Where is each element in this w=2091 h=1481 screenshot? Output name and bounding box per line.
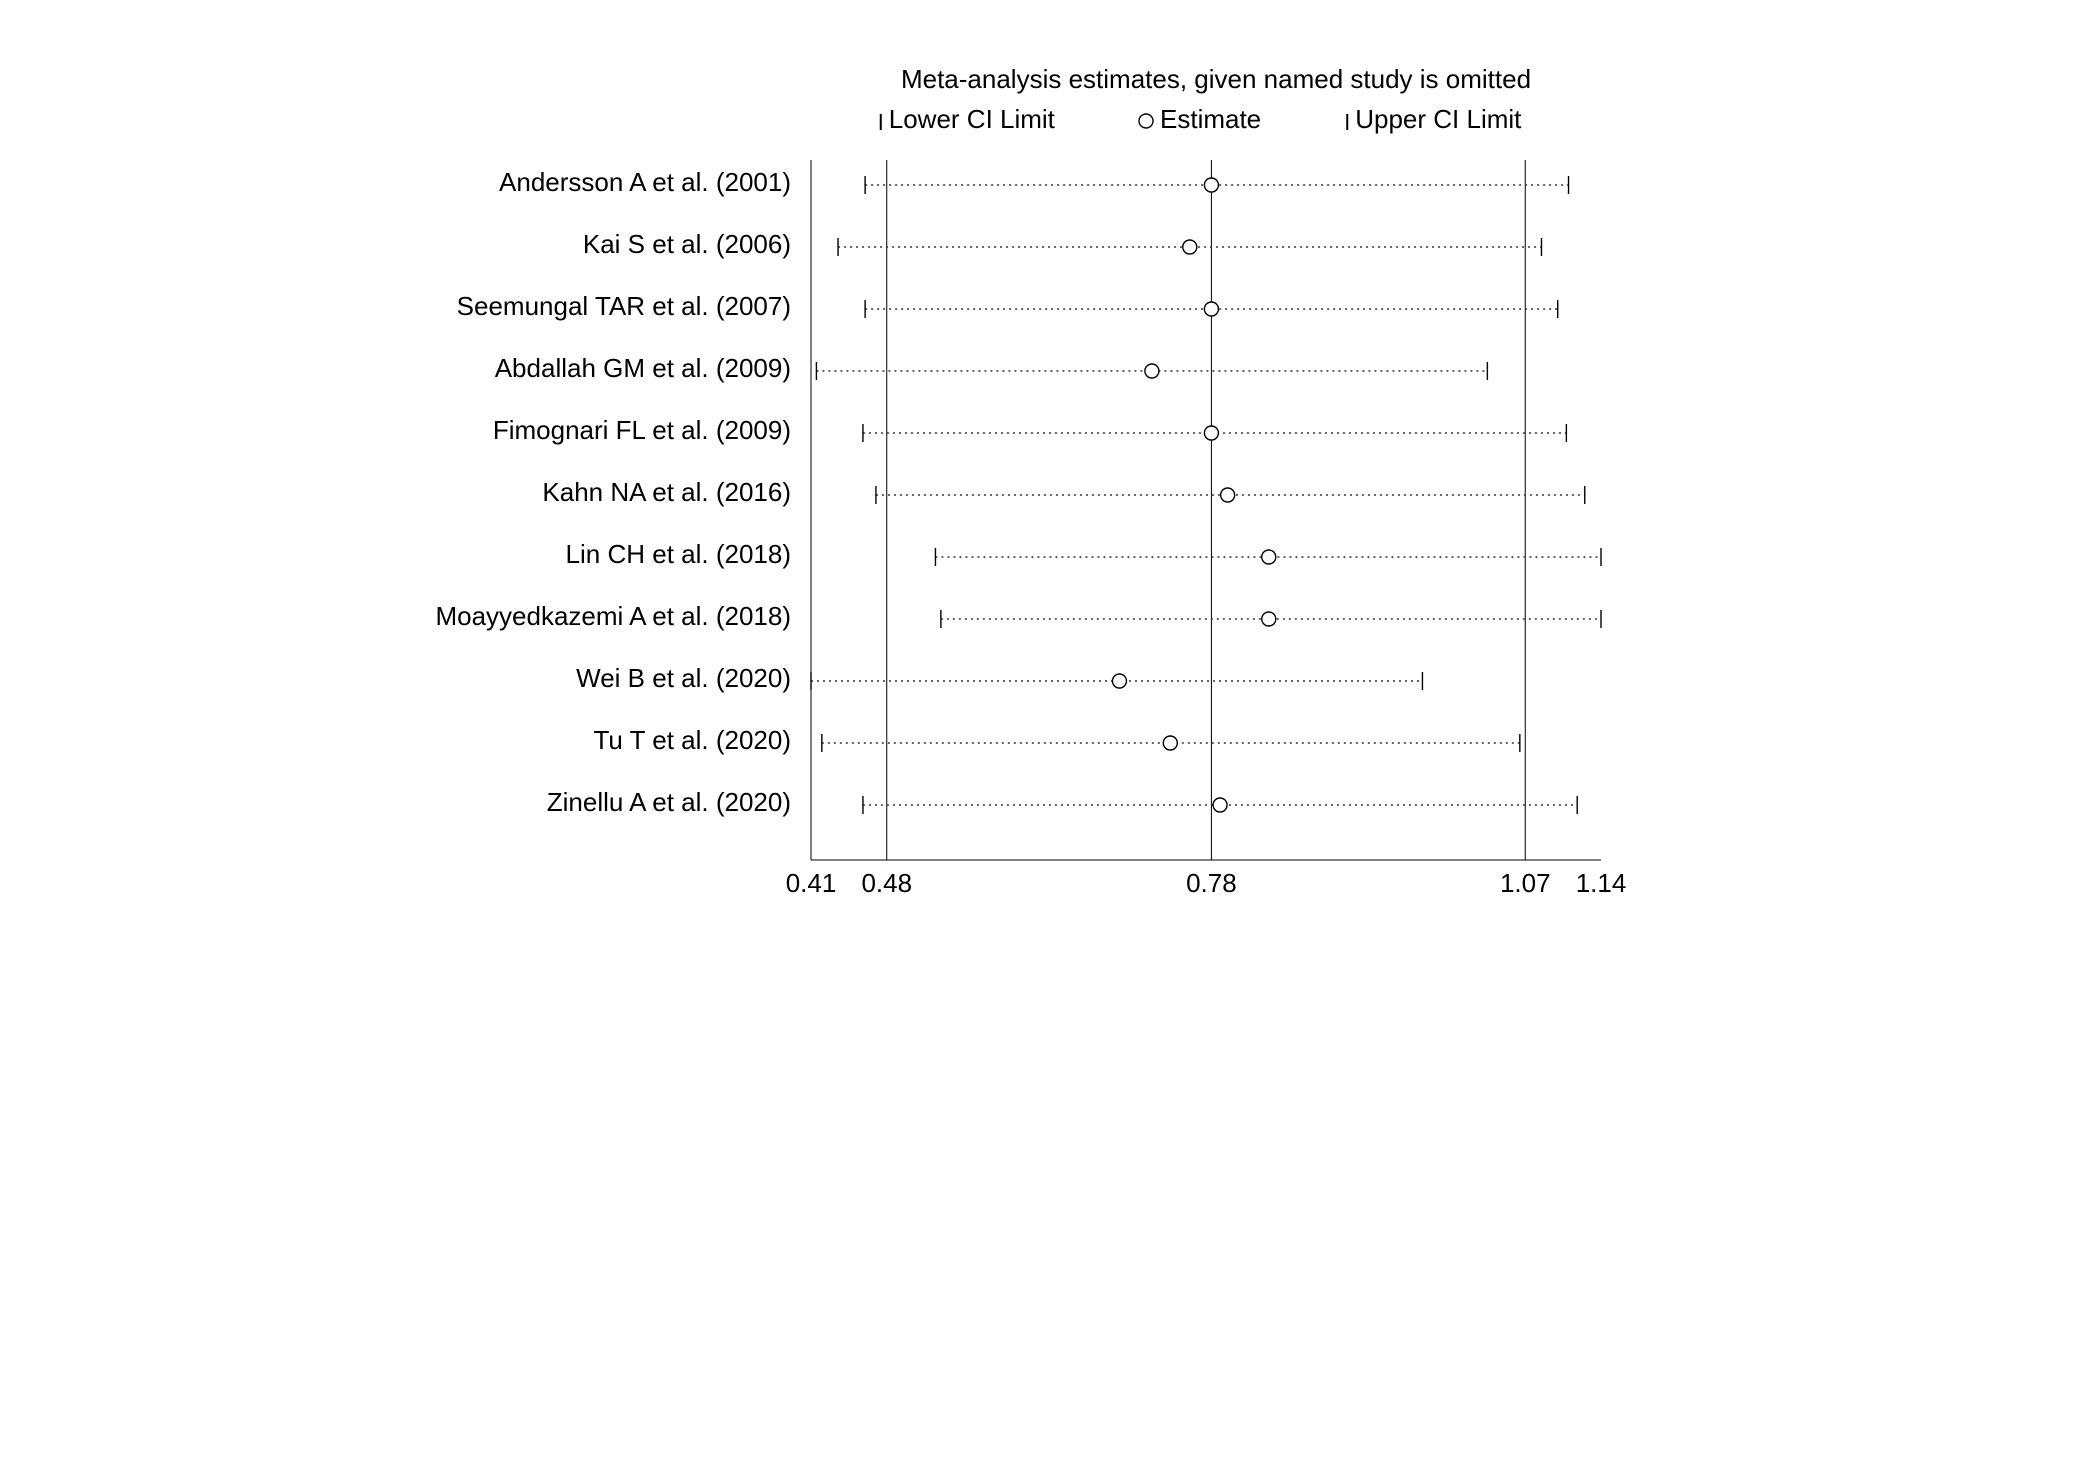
legend-lower-ci-label: Lower CI Limit <box>888 104 1055 134</box>
legend-estimate-icon <box>1139 114 1153 128</box>
x-tick-label: 1.14 <box>1575 868 1626 898</box>
study-label: Seemungal TAR et al. (2007) <box>456 291 790 321</box>
estimate-marker <box>1182 240 1196 254</box>
study-label: Kai S et al. (2006) <box>582 229 790 259</box>
estimate-marker <box>1261 612 1275 626</box>
estimate-marker <box>1204 178 1218 192</box>
legend-upper-ci-label: Upper CI Limit <box>1355 104 1522 134</box>
estimate-marker <box>1144 364 1158 378</box>
study-label: Wei B et al. (2020) <box>576 663 791 693</box>
x-tick-label: 0.48 <box>861 868 912 898</box>
study-label: Fimognari FL et al. (2009) <box>492 415 790 445</box>
estimate-marker <box>1213 798 1227 812</box>
estimate-marker <box>1204 426 1218 440</box>
study-label: Abdallah GM et al. (2009) <box>494 353 790 383</box>
x-tick-label: 0.78 <box>1186 868 1237 898</box>
study-label: Moayyedkazemi A et al. (2018) <box>435 601 791 631</box>
study-label: Tu T et al. (2020) <box>593 725 791 755</box>
study-label: Kahn NA et al. (2016) <box>542 477 791 507</box>
forest-plot: Meta-analysis estimates, given named stu… <box>421 40 1671 920</box>
estimate-marker <box>1220 488 1234 502</box>
x-tick-label: 0.41 <box>785 868 836 898</box>
estimate-marker <box>1112 674 1126 688</box>
study-label: Zinellu A et al. (2020) <box>546 787 790 817</box>
study-label: Andersson A et al. (2001) <box>499 167 791 197</box>
estimate-marker <box>1163 736 1177 750</box>
estimate-marker <box>1261 550 1275 564</box>
legend-estimate-label: Estimate <box>1160 104 1261 134</box>
study-label: Lin CH et al. (2018) <box>565 539 790 569</box>
x-tick-label: 1.07 <box>1499 868 1550 898</box>
chart-title: Meta-analysis estimates, given named stu… <box>900 64 1530 94</box>
estimate-marker <box>1204 302 1218 316</box>
